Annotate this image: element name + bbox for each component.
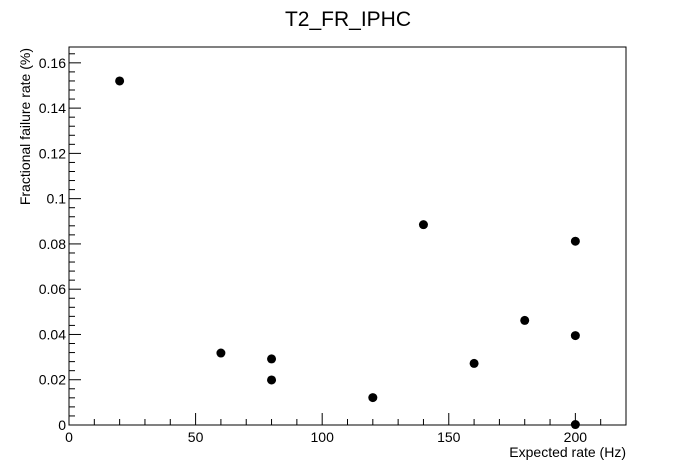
y-tick-label: 0.1 [47, 191, 67, 207]
x-tick-label: 0 [65, 429, 73, 445]
y-axis-tick-labels: 0 0.02 0.04 0.06 0.08 0.1 0.12 0.14 0.16 [39, 55, 66, 433]
y-tick-label: 0.06 [39, 281, 66, 297]
data-point [418, 220, 428, 230]
data-point [267, 375, 277, 385]
x-axis-ticks [68, 413, 627, 425]
y-tick-label: 0.02 [39, 372, 66, 388]
y-tick-label: 0.04 [39, 326, 66, 342]
y-axis-ticks [69, 53, 81, 426]
plot-frame [68, 46, 627, 426]
y-tick-label: 0 [58, 417, 66, 433]
chart-title: T2_FR_IPHC [285, 8, 411, 31]
data-points [115, 76, 580, 430]
y-tick-label: 0.14 [39, 100, 66, 116]
data-point [520, 315, 530, 325]
x-axis-tick-labels: 0 50 100 150 200 [65, 429, 587, 445]
data-point [267, 354, 277, 364]
x-axis-label: Expected rate (Hz) [509, 444, 626, 460]
data-point [115, 76, 125, 86]
data-point [216, 348, 226, 358]
data-point [368, 393, 378, 403]
data-point [570, 331, 580, 341]
data-point [570, 420, 580, 430]
y-axis-label: Fractional failure rate (%) [17, 48, 33, 205]
y-tick-label: 0.12 [39, 145, 66, 161]
data-point [570, 236, 580, 246]
y-tick-label: 0.16 [39, 55, 66, 71]
data-point [469, 358, 479, 368]
x-tick-label: 200 [564, 429, 588, 445]
y-tick-label: 0.08 [39, 236, 66, 252]
x-tick-label: 50 [188, 429, 204, 445]
x-tick-label: 100 [311, 429, 335, 445]
x-tick-label: 150 [437, 429, 461, 445]
